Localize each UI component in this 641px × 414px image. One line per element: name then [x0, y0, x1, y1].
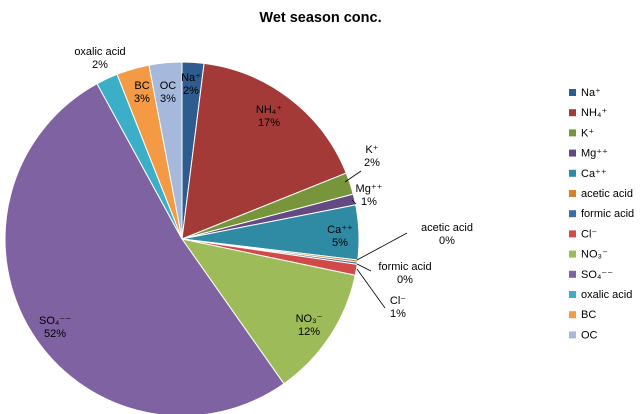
leader-line-7: [356, 268, 386, 309]
legend-label-6: formic acid: [581, 208, 634, 220]
legend-label-1: NH₄⁺: [581, 107, 607, 119]
leader-lines: [344, 170, 408, 309]
legend-label-7: Cl⁻: [581, 228, 597, 240]
slice-label-3: Mg⁺⁺ 1%: [356, 183, 383, 208]
slice-label-1: NH₄⁺ 17%: [256, 104, 282, 129]
slice-label-7: Cl⁻ 1%: [390, 295, 406, 320]
legend-swatch-3: [569, 149, 576, 157]
legend-swatch-5: [569, 190, 576, 197]
legend-swatch-0: [569, 89, 576, 96]
legend-label-9: SO₄⁻⁻: [581, 269, 613, 281]
leader-line-5: [356, 232, 408, 261]
legend-label-8: NO₃⁻: [581, 249, 608, 261]
pie-slice-12: [148, 61, 183, 240]
legend-label-10: oxalic acid: [581, 289, 632, 301]
legend-label-4: Ca⁺⁺: [581, 168, 607, 180]
slice-label-6: formic acid 0%: [378, 261, 431, 286]
legend-label-5: acetic acid: [581, 188, 633, 200]
slice-label-11: BC 3%: [134, 80, 150, 105]
slice-label-5: acetic acid 0%: [421, 222, 473, 247]
legend-swatch-1: [569, 109, 576, 117]
legend-label-11: BC: [581, 309, 596, 321]
legend-swatch-11: [569, 311, 576, 319]
legend-label-3: Mg⁺⁺: [581, 148, 608, 160]
slice-label-2: K⁺ 2%: [364, 144, 380, 169]
slice-label-10: oxalic acid 2%: [74, 46, 125, 71]
slice-label-4: Ca⁺⁺ 5%: [327, 224, 353, 249]
legend-label-0: Na⁺: [581, 87, 601, 99]
leader-line-2: [344, 170, 362, 183]
chart-title: Wet season conc.: [259, 10, 382, 26]
legend-label-12: OC: [581, 329, 598, 341]
slice-label-9: SO₄⁻⁻ 52%: [39, 315, 71, 340]
legend-swatch-12: [569, 331, 576, 339]
legend-swatch-8: [569, 250, 576, 258]
legend-swatch-7: [569, 230, 576, 238]
legend-swatch-10: [569, 291, 576, 298]
leader-line-3: [351, 199, 357, 205]
slice-label-12: OC 3%: [160, 80, 177, 105]
legend-swatch-4: [569, 169, 576, 177]
pie-slice-1: [181, 62, 347, 240]
legend-swatch-2: [569, 129, 576, 137]
legend-swatch-6: [569, 210, 576, 218]
slice-labels: Na⁺ 2% NH₄⁺ 17% K⁺ 2% Mg⁺⁺ 1%Ca⁺⁺ 5% acetic acid 0…: [39, 46, 473, 340]
legend-label-2: K⁺: [581, 127, 594, 139]
slice-label-0: Na⁺ 2%: [181, 72, 201, 97]
slice-label-8: NO₃⁻ 12%: [296, 313, 323, 338]
pie-slice-8: [180, 238, 356, 385]
legend-swatch-9: [569, 270, 576, 278]
leader-line-6: [356, 263, 372, 272]
legend: Na⁺ NH₄⁺ K⁺ Mg⁺⁺ Ca⁺⁺ acetic acid formic acid C…: [569, 87, 634, 341]
pie-slices: [4, 61, 360, 414]
